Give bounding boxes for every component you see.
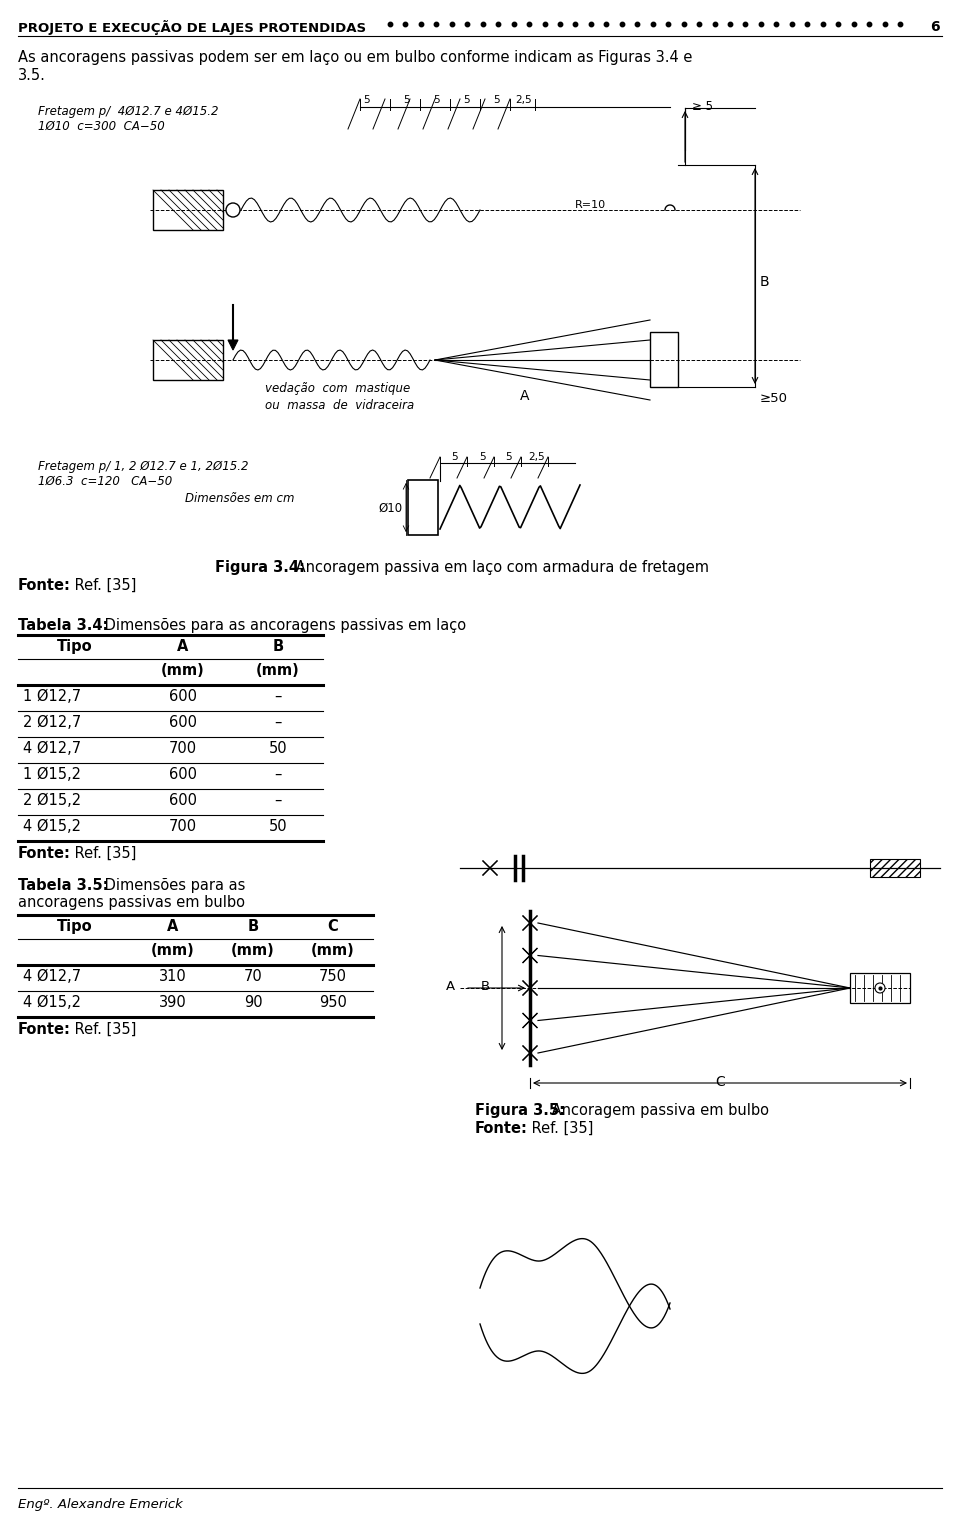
Bar [153,340,223,381]
Text: Dimensões para as: Dimensões para as [100,878,246,893]
Bar [408,481,438,535]
Text: 600: 600 [169,716,197,731]
Text: 1Ø6.3  c=120   CA−50: 1Ø6.3 c=120 CA−50 [38,475,172,488]
Text: 2,5: 2,5 [516,96,532,105]
Text: ancoragens passivas em bulbo: ancoragens passivas em bulbo [18,894,245,910]
Text: Ref. [35]: Ref. [35] [70,578,136,593]
Text: 50: 50 [269,741,287,756]
Text: R=10: R=10 [575,200,606,211]
Text: 2 Ø12,7: 2 Ø12,7 [23,716,82,731]
Text: 600: 600 [169,767,197,782]
Text: PROJETO E EXECUÇÃO DE LAJES PROTENDIDAS: PROJETO E EXECUÇÃO DE LAJES PROTENDIDAS [18,20,366,35]
Text: 90: 90 [244,994,262,1010]
Text: 5: 5 [506,452,513,462]
Text: 1 Ø12,7: 1 Ø12,7 [23,688,82,703]
Text: 750: 750 [319,969,347,984]
Text: 5: 5 [479,452,486,462]
Text: As ancoragens passivas podem ser em laço ou em bulbo conforme indicam as Figuras: As ancoragens passivas podem ser em laço… [18,50,692,65]
Circle shape [875,982,885,993]
Text: (mm): (mm) [231,943,275,958]
Text: 3.5.: 3.5. [18,68,46,83]
Text: 5: 5 [363,96,370,105]
Text: 4 Ø15,2: 4 Ø15,2 [23,819,81,834]
Text: 5: 5 [463,96,469,105]
Text: 390: 390 [159,994,187,1010]
Text: 600: 600 [169,688,197,703]
Text: ou  massa  de  vidraceira: ou massa de vidraceira [265,399,415,412]
Text: (mm): (mm) [151,943,195,958]
Text: 600: 600 [169,793,197,808]
Bar [870,860,920,876]
Text: (mm): (mm) [311,943,355,958]
Text: Ref. [35]: Ref. [35] [70,846,136,861]
Text: Figura 3.5:: Figura 3.5: [475,1104,565,1117]
Text: Ø10: Ø10 [378,502,402,515]
Text: 4 Ø12,7: 4 Ø12,7 [23,969,82,984]
Text: –: – [275,767,281,782]
Text: B: B [481,979,490,993]
Text: A: A [445,979,455,993]
Text: 700: 700 [169,741,197,756]
Text: 6: 6 [930,20,940,33]
Text: 4 Ø15,2: 4 Ø15,2 [23,994,81,1010]
Text: C: C [327,919,338,934]
Text: vedação  com  mastique: vedação com mastique [265,382,410,396]
Text: (mm): (mm) [256,662,300,678]
Text: Fonte:: Fonte: [18,1022,71,1037]
Bar [153,190,223,230]
Text: 4 Ø12,7: 4 Ø12,7 [23,741,82,756]
Text: A: A [520,390,530,403]
Text: Fretagem p/  4Ø12.7 e 4Ø15.2: Fretagem p/ 4Ø12.7 e 4Ø15.2 [38,105,219,118]
Bar [650,332,678,387]
Text: Ancoragem passiva em laço com armadura de fretagem: Ancoragem passiva em laço com armadura d… [291,559,709,575]
Text: 5: 5 [452,452,458,462]
Text: 5: 5 [433,96,440,105]
Text: 2,5: 2,5 [529,452,545,462]
Text: Fonte:: Fonte: [475,1120,528,1135]
Text: Tipo: Tipo [58,640,93,653]
Text: Figura 3.4:: Figura 3.4: [215,559,305,575]
Circle shape [226,203,240,217]
Text: Engº. Alexandre Emerick: Engº. Alexandre Emerick [18,1498,182,1511]
Text: B: B [273,640,283,653]
Text: –: – [275,793,281,808]
Text: A: A [178,640,189,653]
Text: 5: 5 [402,96,409,105]
Text: 70: 70 [244,969,262,984]
Text: Ref. [35]: Ref. [35] [70,1022,136,1037]
Polygon shape [228,340,238,350]
Text: Tipo: Tipo [58,919,93,934]
Text: 310: 310 [159,969,187,984]
Text: Ref. [35]: Ref. [35] [527,1120,593,1135]
Text: Tabela 3.4:: Tabela 3.4: [18,619,108,634]
Text: 700: 700 [169,819,197,834]
Bar [850,973,910,1004]
Text: Dimensões em cm: Dimensões em cm [185,493,295,505]
Text: 1Ø10  c=300  CA−50: 1Ø10 c=300 CA−50 [38,120,165,133]
Text: 50: 50 [269,819,287,834]
Text: ≥50: ≥50 [760,393,788,405]
Text: (mm): (mm) [161,662,204,678]
Text: Fonte:: Fonte: [18,578,71,593]
Text: Fretagem p/ 1, 2 Ø12.7 e 1, 2Ø15.2: Fretagem p/ 1, 2 Ø12.7 e 1, 2Ø15.2 [38,459,249,473]
Text: Tabela 3.5:: Tabela 3.5: [18,878,108,893]
Text: C: C [715,1075,725,1088]
Text: –: – [275,716,281,731]
Text: Fonte:: Fonte: [18,846,71,861]
Text: B: B [248,919,258,934]
Text: B: B [760,274,770,290]
Text: 5: 5 [492,96,499,105]
Text: ≥ 5: ≥ 5 [692,100,713,114]
Text: –: – [275,688,281,703]
Text: Ancoragem passiva em bulbo: Ancoragem passiva em bulbo [547,1104,769,1117]
Text: 2 Ø15,2: 2 Ø15,2 [23,793,82,808]
Text: Dimensões para as ancoragens passivas em laço: Dimensões para as ancoragens passivas em… [100,619,467,634]
Text: A: A [167,919,179,934]
Text: 1 Ø15,2: 1 Ø15,2 [23,767,81,782]
Text: 950: 950 [319,994,347,1010]
